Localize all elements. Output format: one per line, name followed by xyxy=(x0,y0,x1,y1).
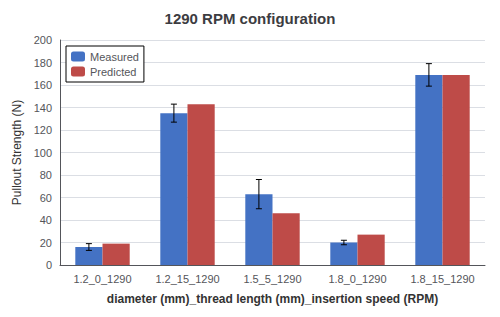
svg-text:1.2_15_1290: 1.2_15_1290 xyxy=(155,273,219,285)
svg-text:Pullout Strength (N): Pullout Strength (N) xyxy=(10,100,24,205)
svg-text:100: 100 xyxy=(34,147,52,159)
svg-text:1290 RPM configuration: 1290 RPM configuration xyxy=(165,10,336,27)
svg-text:60: 60 xyxy=(40,192,52,204)
svg-text:180: 180 xyxy=(34,57,52,69)
svg-text:1.5_5_1290: 1.5_5_1290 xyxy=(243,273,301,285)
svg-text:200: 200 xyxy=(34,34,52,46)
svg-text:40: 40 xyxy=(40,214,52,226)
svg-text:80: 80 xyxy=(40,169,52,181)
svg-text:160: 160 xyxy=(34,79,52,91)
svg-text:diameter (mm)_thread length (m: diameter (mm)_thread length (mm)_inserti… xyxy=(107,292,438,306)
svg-text:120: 120 xyxy=(34,124,52,136)
svg-text:Measured: Measured xyxy=(90,51,139,63)
svg-text:0: 0 xyxy=(46,259,52,271)
svg-text:140: 140 xyxy=(34,102,52,114)
svg-text:Predicted: Predicted xyxy=(90,66,136,78)
svg-text:20: 20 xyxy=(40,237,52,249)
svg-text:1.8_15_1290: 1.8_15_1290 xyxy=(410,273,474,285)
svg-text:1.8_0_1290: 1.8_0_1290 xyxy=(328,273,386,285)
svg-text:1.2_0_1290: 1.2_0_1290 xyxy=(73,273,131,285)
